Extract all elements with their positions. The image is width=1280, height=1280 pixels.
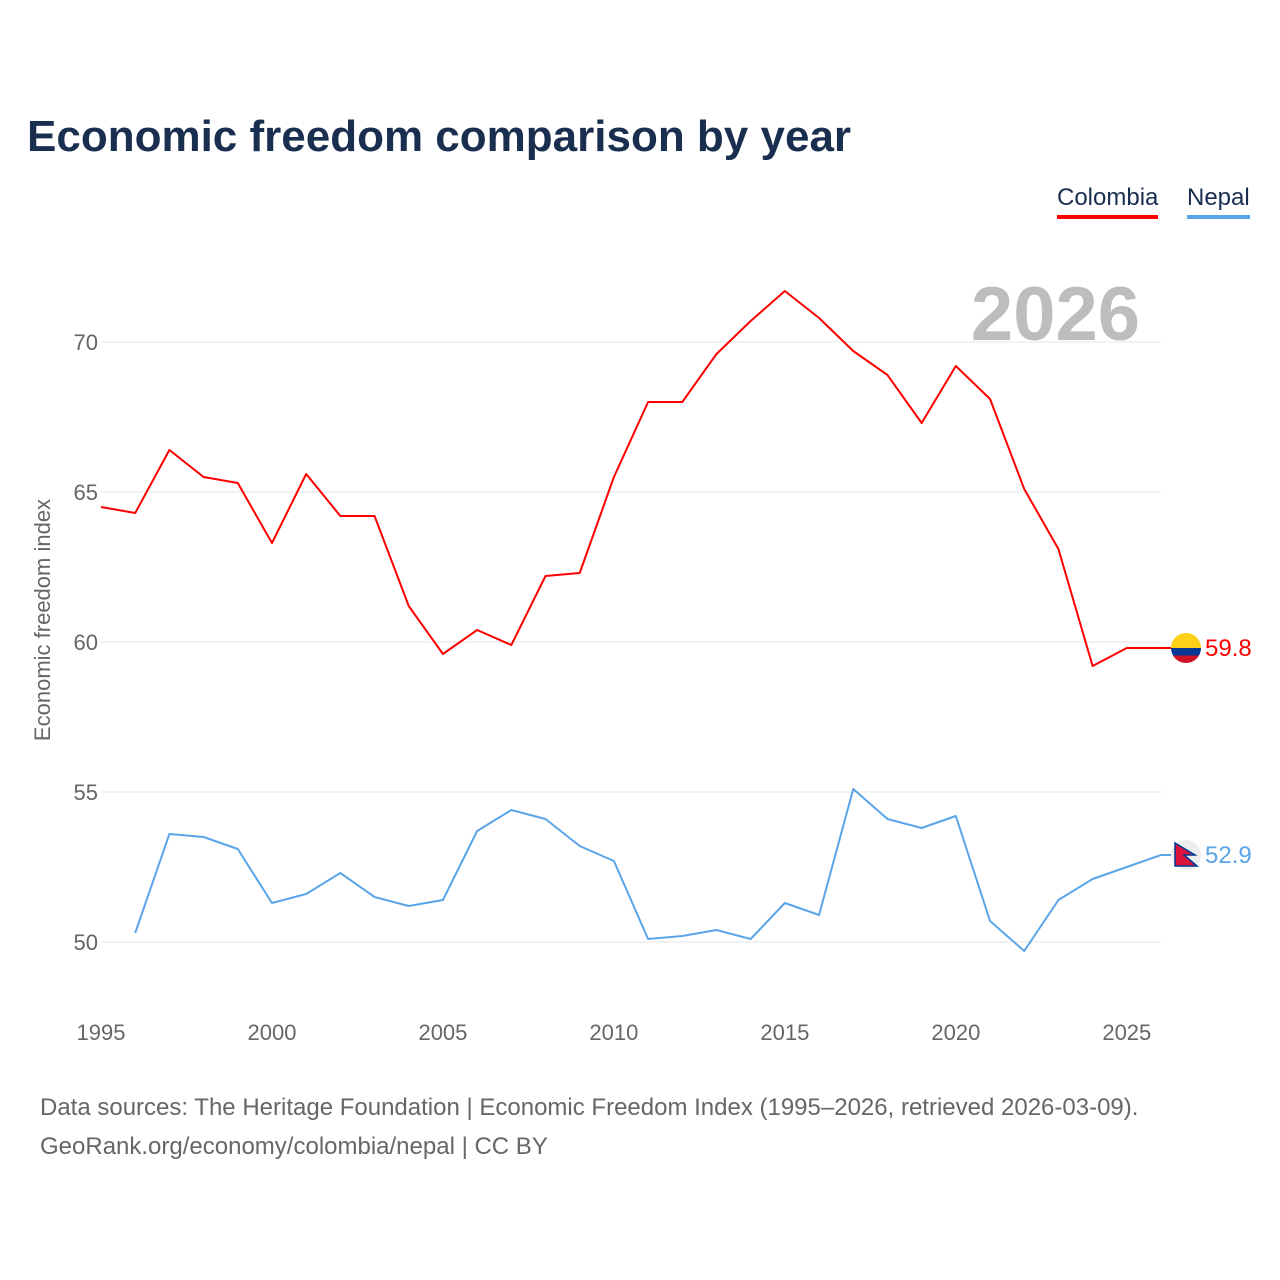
source-note: Data sources: The Heritage Foundation | … xyxy=(40,1088,1138,1166)
x-tick-label: 1995 xyxy=(77,1020,126,1045)
y-tick-label: 50 xyxy=(74,930,98,955)
series-line-colombia xyxy=(100,290,1161,667)
colombia-flag-icon xyxy=(1171,633,1201,663)
y-tick-label: 60 xyxy=(74,630,98,655)
x-tick-label: 2010 xyxy=(589,1020,638,1045)
x-tick-label: 2025 xyxy=(1102,1020,1151,1045)
y-tick-label: 65 xyxy=(74,480,98,505)
legend-nepal[interactable]: Nepal xyxy=(1187,184,1250,219)
end-value-label: 52.9 xyxy=(1205,842,1252,869)
y-tick-label: 70 xyxy=(74,330,98,355)
x-tick-label: 2020 xyxy=(931,1020,980,1045)
x-tick-label: 2000 xyxy=(247,1020,296,1045)
source-line-1: Data sources: The Heritage Foundation | … xyxy=(40,1094,1139,1121)
year-label: 2026 xyxy=(971,272,1140,357)
source-line-2: GeoRank.org/economy/colombia/nepal | CC … xyxy=(40,1133,548,1160)
x-tick-label: 2015 xyxy=(760,1020,809,1045)
series-line-nepal xyxy=(134,788,1162,952)
y-tick-label: 55 xyxy=(74,780,98,805)
chart-title: Economic freedom comparison by year xyxy=(27,112,852,161)
x-tick-label: 2005 xyxy=(418,1020,467,1045)
y-axis-label: Economic freedom index xyxy=(30,499,55,741)
nepal-flag-icon xyxy=(1171,840,1201,870)
legend-colombia[interactable]: Colombia xyxy=(1057,184,1159,219)
end-value-label: 59.8 xyxy=(1205,635,1252,662)
